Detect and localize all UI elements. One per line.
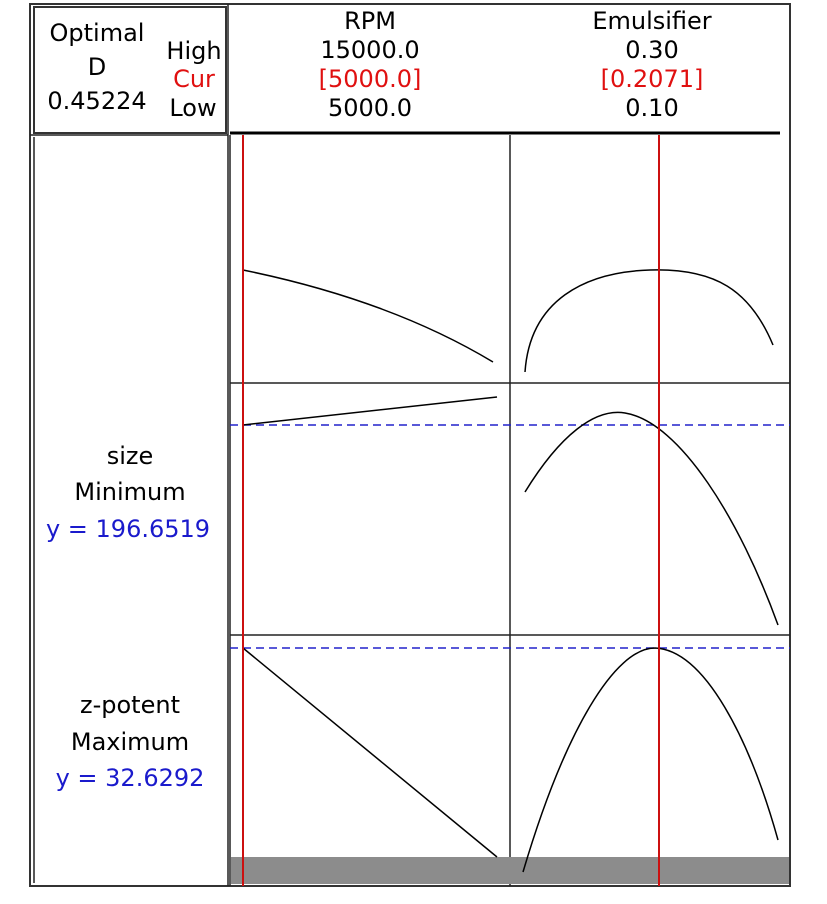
factor-low: 5000.0 — [328, 94, 412, 122]
outer-frame — [29, 3, 791, 887]
optimal-box — [33, 6, 227, 134]
response-prediction: y = 32.6292 — [56, 764, 205, 792]
response-goal: Maximum — [71, 728, 189, 756]
d-label: D — [88, 53, 106, 81]
response-name: size — [107, 442, 154, 470]
factor-name: RPM — [344, 7, 396, 35]
level-low: Low — [169, 94, 216, 122]
factor-cur: [5000.0] — [319, 65, 422, 93]
factor-cur: [0.2071] — [601, 65, 704, 93]
bottom-strip — [231, 857, 789, 884]
curve — [242, 396, 498, 426]
curve — [524, 411, 779, 626]
factor-high: 15000.0 — [320, 36, 419, 64]
curve — [242, 647, 498, 858]
curve — [524, 269, 774, 373]
level-cur: Cur — [173, 65, 215, 93]
response-name: z-potent — [80, 691, 180, 719]
response-prediction: y = 196.6519 — [46, 515, 210, 543]
d-value: 0.45224 — [47, 87, 146, 115]
level-high: High — [166, 37, 221, 65]
response-goal: Minimum — [74, 478, 185, 506]
factor-low: 0.10 — [625, 94, 678, 122]
factor-name: Emulsifier — [592, 7, 711, 35]
optimal-label: Optimal — [50, 19, 145, 47]
curve — [522, 647, 779, 873]
curve — [242, 269, 494, 363]
factor-high: 0.30 — [625, 36, 678, 64]
